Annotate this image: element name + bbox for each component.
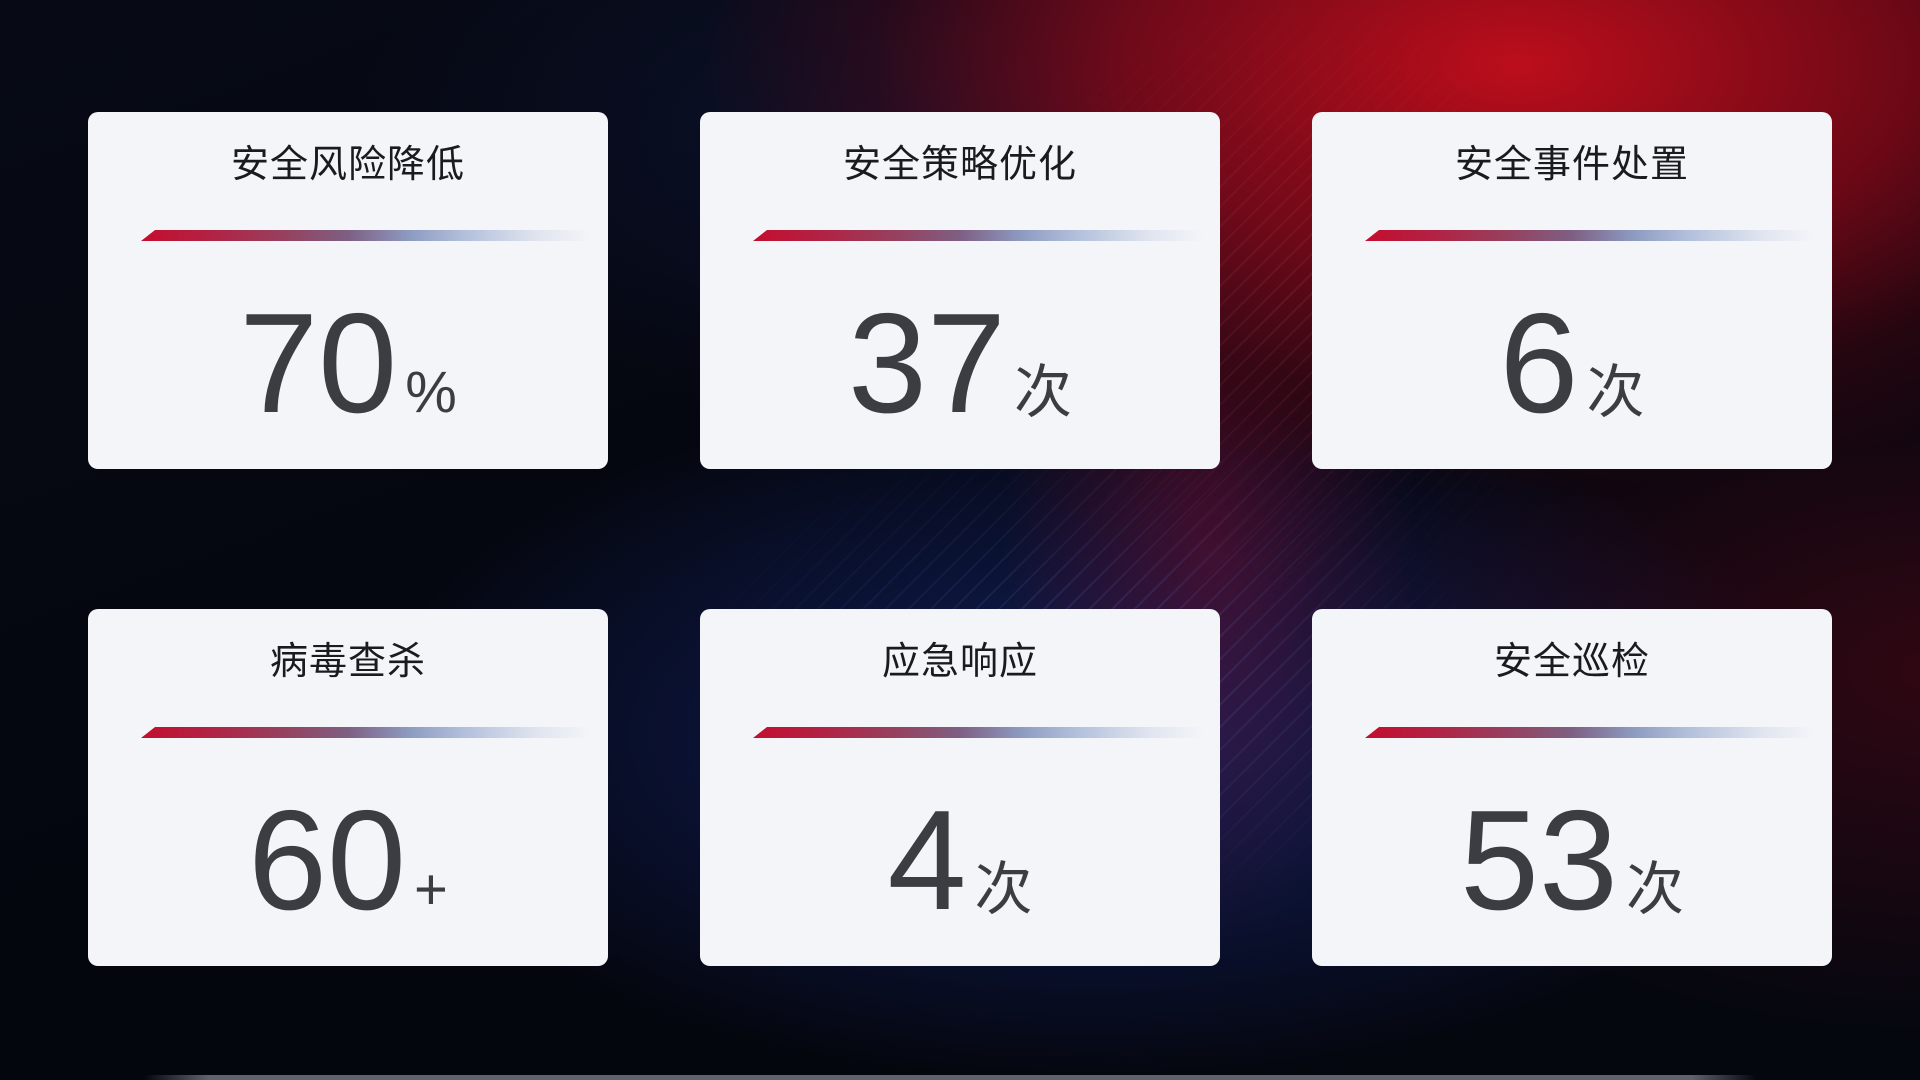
stat-value-row: 70 % [239,293,457,435]
stat-card-policy-optimization: 安全策略优化 37 次 [700,112,1220,469]
stat-unit: + [414,857,448,922]
stat-card-incident-handling: 安全事件处置 6 次 [1312,112,1832,469]
stat-unit: 次 [1625,857,1684,922]
stat-card-title: 安全巡检 [1493,641,1650,683]
stat-value: 37 [848,284,1006,443]
accent-divider [1365,230,1815,241]
accent-divider [753,727,1203,738]
stat-card-emergency-response: 应急响应 4 次 [700,609,1220,966]
stat-unit: 次 [1586,360,1645,425]
stat-value-row: 60 + [248,790,448,932]
stat-value-row: 6 次 [1500,293,1645,435]
accent-divider [141,727,591,738]
stat-value: 53 [1460,781,1618,940]
stat-card-virus-scan: 病毒查杀 60 + [88,609,608,966]
stat-unit: 次 [1013,360,1072,425]
stat-card-title: 安全风险降低 [230,144,465,186]
accent-divider [1365,727,1815,738]
bottom-edge-strip [144,1075,1756,1080]
stat-card-title: 安全策略优化 [842,144,1077,186]
stat-card-grid: 安全风险降低 70 % 安全策略优化 37 次 安全事件处置 6 次 病毒查 [88,112,1832,966]
stat-card-security-inspection: 安全巡检 53 次 [1312,609,1832,966]
stat-card-title: 病毒查杀 [269,641,426,683]
stat-value-row: 37 次 [848,293,1072,435]
stat-card-risk-reduction: 安全风险降低 70 % [88,112,608,469]
stat-card-title: 应急响应 [881,641,1038,683]
stat-unit: % [405,360,457,425]
accent-divider [753,230,1203,241]
stat-value-row: 53 次 [1460,790,1684,932]
stat-value: 70 [239,284,398,443]
stat-card-title: 安全事件处置 [1454,144,1689,186]
accent-divider [141,230,591,241]
stat-value-row: 4 次 [888,790,1033,932]
stat-unit: 次 [974,857,1033,922]
stat-value: 60 [248,781,407,940]
stat-value: 6 [1499,284,1579,443]
stat-value: 4 [887,781,967,940]
